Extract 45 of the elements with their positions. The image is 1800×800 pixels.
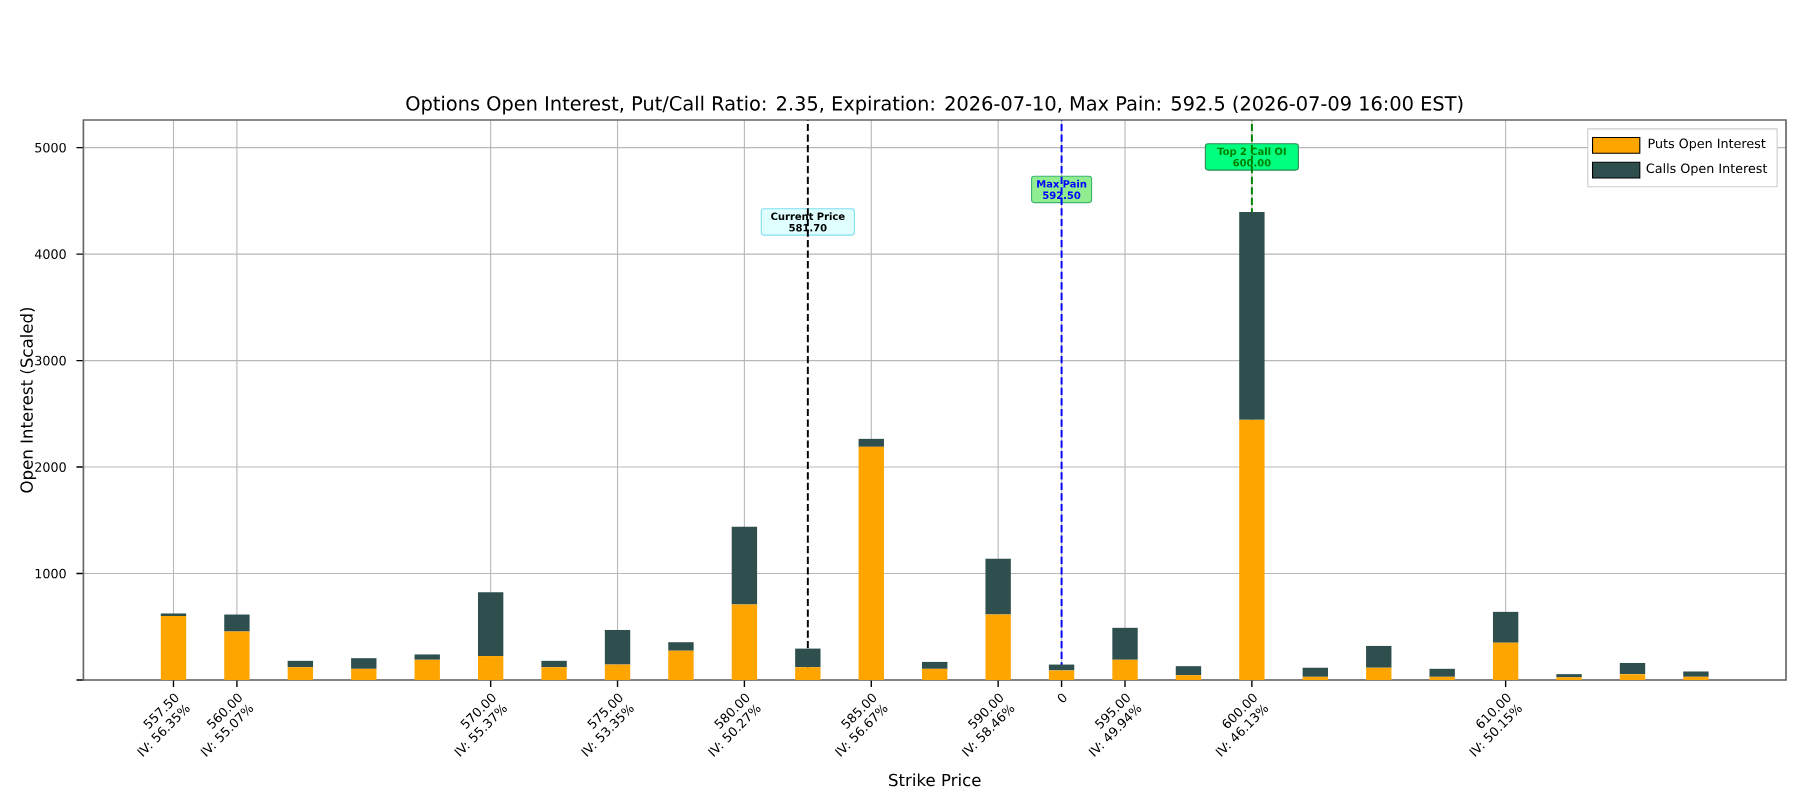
- bar: [858, 446, 884, 680]
- bar: [985, 614, 1011, 680]
- bar: [477, 656, 504, 680]
- bar: [1175, 666, 1202, 676]
- bar: [160, 616, 187, 680]
- bar: [1366, 667, 1392, 680]
- chart-title: Options Open Interest, Put/Call Ratio: 2.35, Expiration: 2026-07-10, Max Pain: 592.5 (2026-07-09 16:00 EST): [406, 95, 1463, 115]
- bar: [1619, 662, 1646, 675]
- bar: [922, 668, 948, 680]
- bar: [985, 558, 1011, 615]
- bar: [1492, 611, 1519, 643]
- bar: [541, 660, 567, 668]
- bar: [1239, 419, 1265, 680]
- x-axis-title: Strike Price: [889, 773, 981, 787]
- bar: [1366, 645, 1392, 668]
- bar: [414, 659, 440, 680]
- bar: [731, 526, 758, 605]
- bar: [668, 642, 694, 651]
- bar: [668, 650, 694, 680]
- bar: [351, 658, 377, 669]
- bar: [604, 664, 631, 680]
- bar: [414, 654, 440, 660]
- bar: [1302, 667, 1329, 677]
- bar: [604, 629, 631, 665]
- bar: [541, 667, 567, 680]
- bar: [1048, 670, 1075, 680]
- bar: [1112, 659, 1138, 680]
- bar: [795, 648, 821, 668]
- bar: [922, 661, 948, 669]
- bar: [731, 604, 758, 680]
- bar: [224, 631, 250, 680]
- bar: [1492, 642, 1519, 680]
- bar: [1112, 627, 1138, 660]
- bar: [287, 660, 314, 668]
- bar: [477, 592, 504, 657]
- bar: [351, 668, 377, 680]
- bar: [795, 667, 821, 680]
- bar: [858, 438, 884, 447]
- bar: [287, 667, 314, 680]
- bar: [1429, 668, 1455, 677]
- bar: [224, 614, 250, 632]
- bar: [1619, 674, 1646, 680]
- bar: [1683, 671, 1709, 677]
- y-axis-title: Open Interest (Scaled): [20, 307, 37, 493]
- bar: [1239, 212, 1265, 420]
